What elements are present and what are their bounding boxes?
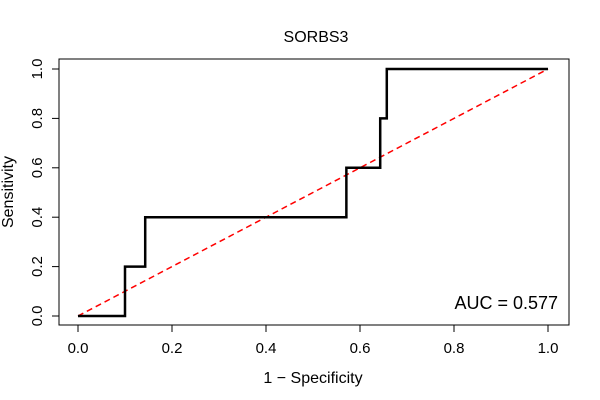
- x-tick-label-1: 0.2: [162, 340, 183, 357]
- x-tick-label-5: 1.0: [538, 340, 559, 357]
- y-tick-label-0: 0.0: [29, 306, 46, 327]
- x-axis: 0.0 0.2 0.4 0.6 0.8 1.0: [68, 324, 559, 357]
- y-axis: 0.0 0.2 0.4 0.6 0.8 1.0: [29, 59, 60, 327]
- roc-curve: [78, 67, 548, 318]
- chart-title: SORBS3: [284, 29, 349, 46]
- diagonal-reference-line: [77, 68, 549, 317]
- y-tick-label-3: 0.6: [29, 157, 46, 178]
- plot-marks: [77, 67, 549, 318]
- x-axis-label: 1 − Specificity: [263, 370, 362, 387]
- x-tick-label-4: 0.8: [444, 340, 465, 357]
- x-tick-label-2: 0.4: [256, 340, 277, 357]
- x-tick-label-3: 0.6: [350, 340, 371, 357]
- auc-annotation: AUC = 0.577: [454, 293, 558, 313]
- y-axis-label: Sensitivity: [0, 156, 17, 228]
- y-tick-label-2: 0.4: [29, 207, 46, 228]
- y-tick-label-5: 1.0: [29, 59, 46, 80]
- x-tick-label-0: 0.0: [68, 340, 89, 357]
- y-tick-label-1: 0.2: [29, 256, 46, 277]
- y-tick-label-4: 0.8: [29, 108, 46, 129]
